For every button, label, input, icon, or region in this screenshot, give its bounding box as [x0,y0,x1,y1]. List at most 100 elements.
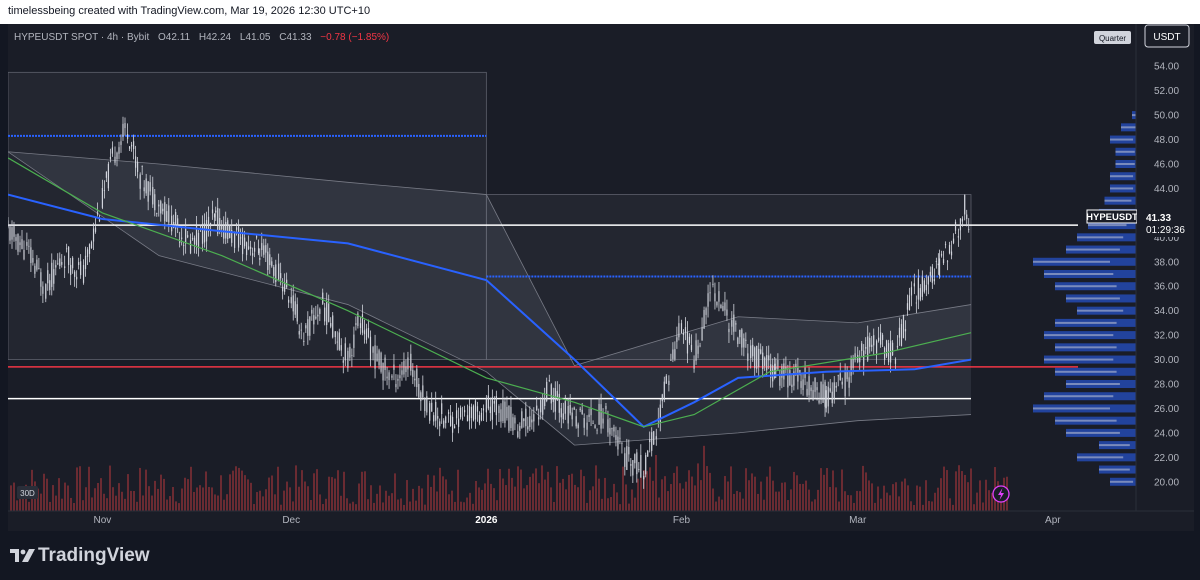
time-tick-label: Apr [1045,515,1061,526]
candle-body [26,242,28,246]
candle-body [676,337,678,342]
chart-window[interactable]: 20.00 22.00 24.00 26.00 28.00 30.00 32.00 34.00… [7,24,1194,531]
candle-body [944,244,947,245]
price-chart[interactable]: 20.00 22.00 24.00 26.00 28.00 30.00 32.00 34.00… [7,24,1194,531]
candle-body [311,309,313,314]
volume-bar [292,501,294,511]
volume-bar [241,470,243,511]
volume-bar [982,502,984,511]
candle-body [445,416,447,424]
volume-bar [160,474,162,511]
candle-body [891,342,894,356]
volume-bar [583,476,585,511]
candle-body [489,406,491,414]
volume-bar [694,485,696,511]
price-tick-label: 26.00 [1154,404,1179,415]
candle-body [103,190,106,192]
price-tick-label: 20.00 [1154,477,1179,488]
candle-body [579,408,581,411]
candle-body [833,382,835,399]
candle-body [915,302,917,304]
price-axis-panel[interactable] [1136,24,1194,531]
volume-bar [910,501,912,511]
candle-body [344,343,346,361]
candle-body [98,217,101,222]
volume-bar [331,477,333,511]
candle-body [96,212,99,215]
candle-body [850,359,852,376]
current-price-box [1137,209,1194,237]
candle-body [92,228,95,242]
candle-body [28,245,30,247]
currency-label: USDT [1153,32,1180,43]
volume-bar [811,501,813,511]
candle-body [764,357,766,366]
candle-body [917,277,919,300]
volume-bar [565,489,567,511]
volume-bar [442,476,444,511]
volume-bar [529,476,531,511]
candle-body [217,208,219,234]
candle-body [651,432,653,451]
volume-bar [487,468,489,511]
candle-body [645,455,647,475]
candle-body [933,279,935,282]
volume-bar [601,498,603,511]
volume-profile-node [1115,150,1135,153]
candle-body [179,241,181,243]
currency-button[interactable] [1144,24,1190,48]
volume-bar [361,471,363,511]
candle-body [806,388,808,396]
candle-body [495,396,497,416]
candle-body [437,416,439,419]
candle-body [659,404,661,423]
candle-body [273,267,275,276]
candle-body [628,446,630,455]
candle-body [407,357,409,370]
lightning-icon[interactable] [992,485,1010,503]
candle-body [47,270,49,284]
candle-body [332,315,334,338]
volume-bar [286,481,288,511]
candle-body [397,379,399,381]
volume-bar [697,463,699,511]
candle-body [954,221,957,231]
volume-bar [925,480,927,511]
volume-bar [379,485,381,511]
candle-body [527,426,529,430]
ohlc-open: O42.11 [158,32,190,43]
quarter-button[interactable] [1094,31,1131,44]
volume-bar [625,484,627,511]
candle-body [861,343,863,351]
volume-bar [253,504,255,511]
volume-bar [580,469,582,511]
volume-profile-node [1066,431,1120,434]
volume-profile-node [1077,236,1124,239]
volume-bar [895,482,897,511]
volume-bar [499,469,501,511]
candle-body [420,392,422,402]
candle-body [787,375,789,388]
volume-bar [550,487,552,511]
candle-body [349,346,351,358]
candle-body [927,277,929,285]
candle-body [910,287,913,296]
candle-body [195,225,198,246]
price-axis-ticks: 20.00 22.00 24.00 26.00 28.00 30.00 32.00 34.00… [1154,62,1179,489]
volume-bar [322,504,324,511]
candle-body [317,314,319,317]
candle-body [307,319,309,336]
range-badge[interactable] [17,486,38,499]
candle-body [674,349,676,360]
candle-body [86,249,89,257]
candle-body [355,323,357,325]
candle-body [663,381,665,400]
volume-bar [349,503,351,511]
volume-bar [178,503,180,511]
symbol-legend[interactable]: HYPEUSDT SPOT · 4h · Bybit O42.11 H42.24… [14,32,389,43]
candle-body [942,259,945,264]
candle-body [741,329,743,348]
volume-bar [613,483,615,511]
volume-bar [478,487,480,511]
volume-bar [964,474,966,511]
